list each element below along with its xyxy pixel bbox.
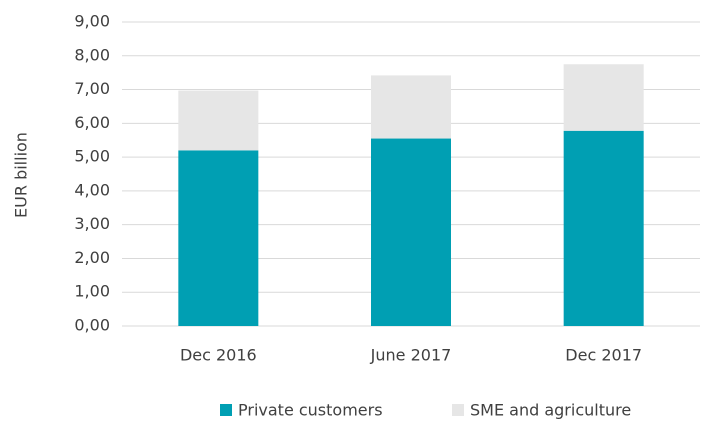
y-axis-label: EUR billion (12, 132, 31, 218)
bar-segment (371, 138, 451, 326)
bar-segment (178, 150, 259, 326)
bar-segment (563, 130, 644, 326)
bar-segment (178, 90, 259, 151)
y-tick-label: 8,00 (74, 45, 110, 64)
y-tick-label: 5,00 (74, 147, 110, 166)
x-tick-label: Dec 2017 (565, 346, 642, 365)
bar-segment (563, 64, 644, 131)
x-tick-label: Dec 2016 (180, 346, 257, 365)
y-tick-label: 3,00 (74, 214, 110, 233)
bar-segment (371, 75, 451, 139)
y-tick-label: 6,00 (74, 113, 110, 132)
y-tick-label: 0,00 (74, 316, 110, 335)
legend-label: Private customers (238, 401, 383, 420)
y-tick-label: 1,00 (74, 282, 110, 301)
y-tick-label: 7,00 (74, 79, 110, 98)
x-tick-label: June 2017 (370, 346, 452, 365)
legend-label: SME and agriculture (470, 401, 631, 420)
legend-swatch (452, 404, 464, 416)
legend-swatch (220, 404, 232, 416)
y-tick-label: 2,00 (74, 248, 110, 267)
y-tick-label: 4,00 (74, 180, 110, 199)
y-tick-label: 9,00 (74, 12, 110, 31)
